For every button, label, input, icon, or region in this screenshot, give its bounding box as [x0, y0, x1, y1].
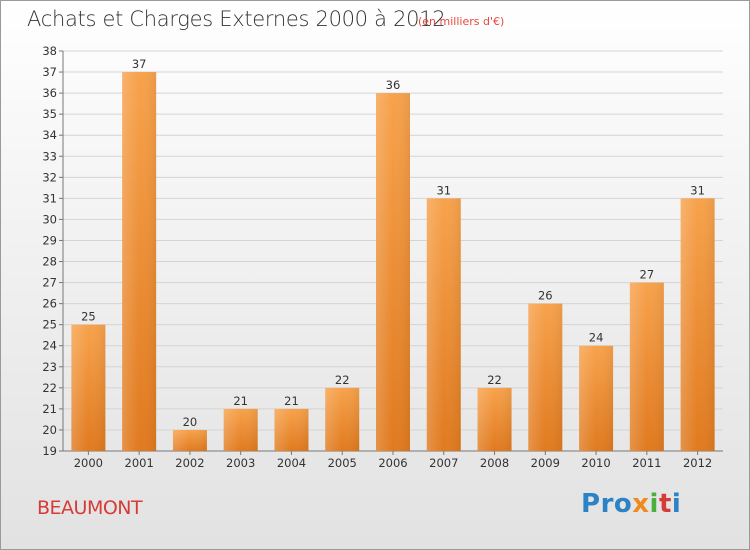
logo-letter: o — [613, 489, 633, 519]
y-tick-label: 34 — [42, 128, 57, 142]
proxiti-logo[interactable]: Proxiti — [581, 489, 681, 519]
bar-shine — [680, 198, 715, 451]
y-tick-label: 23 — [42, 360, 57, 374]
bars: 25 37 20 21 21 22 36 31 22 26 24 27 31 — [71, 57, 715, 452]
y-tick-label: 21 — [42, 402, 57, 416]
bar-shine — [579, 345, 614, 451]
logo-letter: P — [581, 489, 601, 519]
y-tick-label: 22 — [42, 381, 57, 395]
bar-value-label: 21 — [233, 394, 248, 408]
y-tick-label: 33 — [42, 149, 57, 163]
y-tick-label: 31 — [42, 191, 57, 205]
bar-shine — [71, 324, 106, 451]
y-tick-label: 38 — [42, 44, 57, 58]
x-tick-label: 2012 — [683, 456, 712, 470]
y-tick-label: 27 — [42, 276, 57, 290]
chart-title: Achats et Charges Externes 2000 à 2012 — [27, 7, 446, 31]
bar-shine — [122, 72, 157, 451]
x-tick-label: 2001 — [125, 456, 154, 470]
logo-letter: i — [649, 489, 659, 519]
bar-value-label: 26 — [538, 289, 553, 303]
y-tick-label: 37 — [42, 65, 57, 79]
chart-unit: (en milliers d'€) — [418, 15, 505, 28]
bar-value-label: 37 — [132, 57, 147, 71]
bar-value-label: 27 — [640, 268, 655, 282]
bar-value-label: 31 — [690, 183, 705, 197]
y-tick-label: 35 — [42, 107, 57, 121]
logo-letter: x — [632, 489, 650, 519]
y-tick-label: 32 — [42, 170, 57, 184]
x-tick-label: 2005 — [328, 456, 357, 470]
x-tick-label: 2009 — [531, 456, 560, 470]
x-tick-label: 2006 — [378, 456, 407, 470]
bar-value-label: 31 — [436, 183, 451, 197]
bar-value-label: 20 — [183, 415, 198, 429]
bar-value-label: 21 — [284, 394, 299, 408]
y-tick-label: 25 — [42, 318, 57, 332]
bar-value-label: 22 — [487, 373, 502, 387]
y-tick-label: 26 — [42, 297, 57, 311]
x-tick-label: 2002 — [175, 456, 204, 470]
y-tick-label: 29 — [42, 233, 57, 247]
bar-shine — [477, 387, 512, 451]
y-tick-label: 30 — [42, 212, 57, 226]
y-tick-label: 24 — [42, 339, 57, 353]
bar-value-label: 36 — [386, 78, 401, 92]
bar-value-label: 24 — [589, 331, 604, 345]
bar-shine — [223, 408, 258, 451]
bar-shine — [629, 282, 664, 451]
y-tick-label: 20 — [42, 423, 57, 437]
logo-letter: i — [671, 489, 682, 519]
y-tick-label: 28 — [42, 255, 57, 269]
x-tick-label: 2008 — [480, 456, 509, 470]
commune-name: BEAUMONT — [37, 497, 143, 519]
logo-letter: r — [600, 489, 614, 519]
bar-shine — [325, 387, 360, 451]
x-tick-label: 2010 — [581, 456, 610, 470]
x-tick-label: 2003 — [226, 456, 255, 470]
x-tick-label: 2000 — [74, 456, 103, 470]
x-tick-label: 2007 — [429, 456, 458, 470]
y-tick-label: 36 — [42, 86, 57, 100]
bar-shine — [528, 303, 563, 451]
bar-value-label: 25 — [81, 310, 96, 324]
logo-letter: t — [658, 489, 672, 519]
bar-shine — [274, 408, 309, 451]
bar-shine — [376, 93, 410, 452]
bar-shine — [172, 429, 207, 451]
x-tick-label: 2011 — [632, 456, 661, 470]
x-tick-label: 2004 — [277, 456, 306, 470]
bar-value-label: 22 — [335, 373, 350, 387]
bar-shine — [426, 198, 461, 451]
y-tick-label: 19 — [42, 444, 57, 458]
